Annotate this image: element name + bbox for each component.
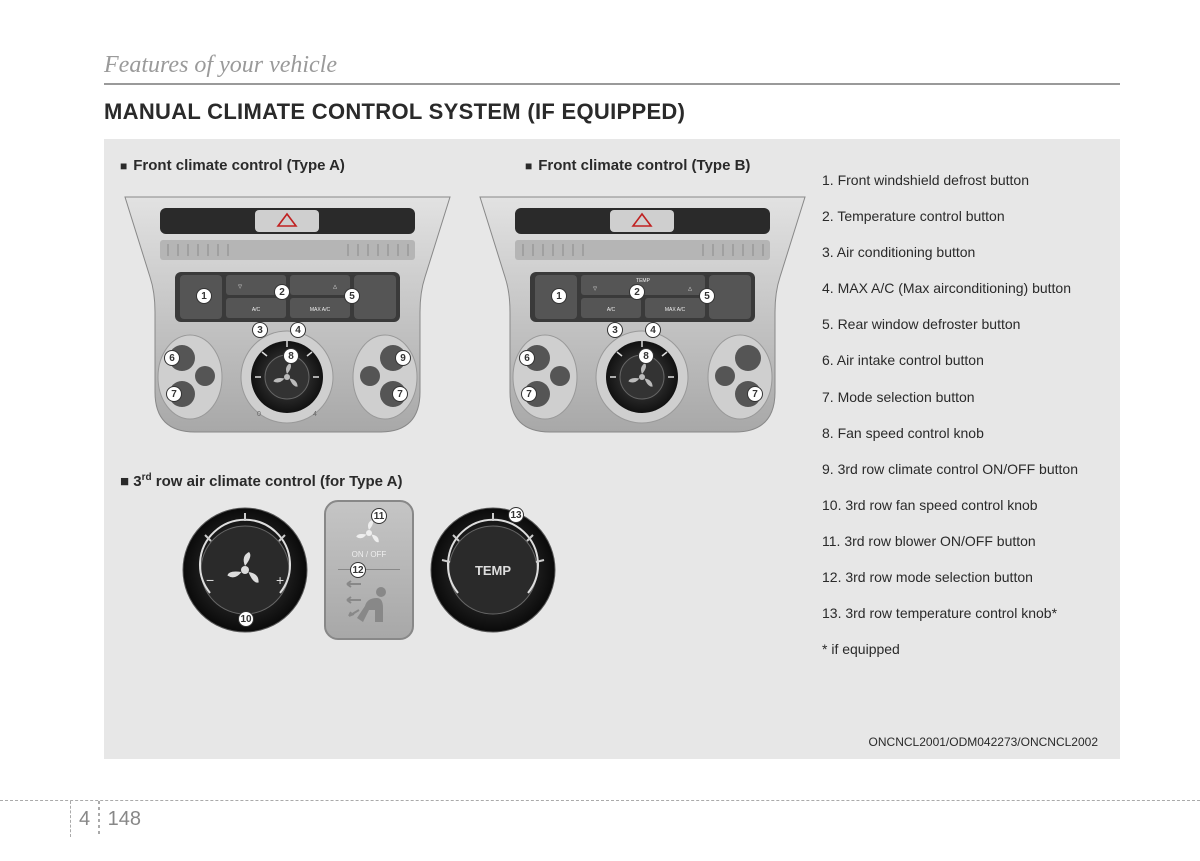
callout-number: 7 [747, 386, 763, 402]
row3-onoff-button: ON / OFF [330, 510, 408, 569]
row3-mode-panel: ON / OFF 11 12 [324, 500, 414, 640]
legend-item: 11. 3rd row blower ON/OFF button [822, 532, 1102, 552]
callout-number: 2 [629, 284, 645, 300]
callout-number: 3 [607, 322, 623, 338]
svg-text:A/C: A/C [607, 307, 616, 313]
svg-text:△: △ [688, 286, 692, 292]
legend-item: 13. 3rd row temperature control knob* [822, 604, 1102, 624]
svg-text:▽: ▽ [593, 286, 597, 292]
svg-text:−: − [206, 572, 214, 588]
row3-fan-dial: − + 10 [180, 505, 310, 635]
callout-number: 4 [290, 322, 306, 338]
panel-a-label: ■ Front climate control (Type A) [120, 157, 345, 174]
legend-item: 6. Air intake control button [822, 351, 1102, 371]
front-climate-panel-a: ▽ △ A/C MAX A/C [120, 182, 455, 442]
callout-number: 12 [350, 562, 366, 578]
bullet-icon: ■ [525, 159, 532, 173]
legend-item: 9. 3rd row climate control ON/OFF button [822, 460, 1102, 480]
callout-number: 7 [521, 386, 537, 402]
legend-item: 10. 3rd row fan speed control knob [822, 496, 1102, 516]
panel-a-svg: ▽ △ A/C MAX A/C [120, 182, 455, 442]
svg-text:▽: ▽ [238, 284, 242, 290]
legend-item: 4. MAX A/C (Max airconditioning) button [822, 279, 1102, 299]
row3-temp-dial: TEMP 13 [428, 505, 558, 635]
svg-text:4: 4 [313, 411, 317, 418]
panel-b-svg: TEMP ▽ △ A/C MAX A/C [475, 182, 810, 442]
legend-item: 12. 3rd row mode selection button [822, 568, 1102, 588]
svg-text:0: 0 [257, 411, 261, 418]
callout-number: 8 [638, 348, 654, 364]
svg-text:A/C: A/C [252, 307, 261, 313]
legend-item: 7. Mode selection button [822, 388, 1102, 408]
legend-list: 1. Front windshield defrost button 2. Tem… [822, 171, 1102, 676]
page-number: 4 148 [70, 801, 149, 837]
callout-number: 7 [392, 386, 408, 402]
callout-number: 9 [395, 350, 411, 366]
footer-divider [0, 800, 1200, 801]
bullet-icon: ■ [120, 159, 127, 173]
legend-item: * if equipped [822, 640, 1102, 660]
callout-number: 2 [274, 284, 290, 300]
svg-text:+: + [276, 572, 284, 588]
callout-number: 6 [164, 350, 180, 366]
panel-b-label: ■ Front climate control (Type B) [525, 157, 750, 174]
callout-number: 6 [519, 350, 535, 366]
legend-item: 8. Fan speed control knob [822, 424, 1102, 444]
callout-number: 3 [252, 322, 268, 338]
svg-text:△: △ [333, 284, 337, 290]
figure-box: ■ Front climate control (Type A) ■ Front… [104, 139, 1120, 759]
svg-text:MAX A/C: MAX A/C [665, 307, 686, 313]
callout-number: 4 [645, 322, 661, 338]
callout-number: 1 [551, 288, 567, 304]
callout-number: 5 [699, 288, 715, 304]
legend-item: 3. Air conditioning button [822, 243, 1102, 263]
section-header: Features of your vehicle [104, 52, 1120, 85]
callout-number: 5 [344, 288, 360, 304]
row3-mode-button [330, 570, 408, 630]
legend-item: 5. Rear window defroster button [822, 315, 1102, 335]
callout-number: 11 [371, 508, 387, 524]
callout-number: 8 [283, 348, 299, 364]
image-reference-code: ONCNCL2001/ODM042273/ONCNCL2002 [869, 735, 1098, 749]
callout-number: 13 [508, 507, 524, 523]
callout-number: 7 [166, 386, 182, 402]
svg-text:TEMP: TEMP [636, 278, 651, 284]
svg-text:ON / OFF: ON / OFF [352, 550, 387, 559]
legend-item: 2. Temperature control button [822, 207, 1102, 227]
svg-text:MAX A/C: MAX A/C [310, 307, 331, 313]
svg-text:TEMP: TEMP [475, 563, 511, 578]
legend-item: 1. Front windshield defrost button [822, 171, 1102, 191]
front-climate-panel-b: TEMP ▽ △ A/C MAX A/C [475, 182, 810, 442]
callout-number: 1 [196, 288, 212, 304]
callout-number: 10 [238, 611, 254, 627]
page-title: MANUAL CLIMATE CONTROL SYSTEM (IF EQUIPP… [104, 99, 1120, 125]
